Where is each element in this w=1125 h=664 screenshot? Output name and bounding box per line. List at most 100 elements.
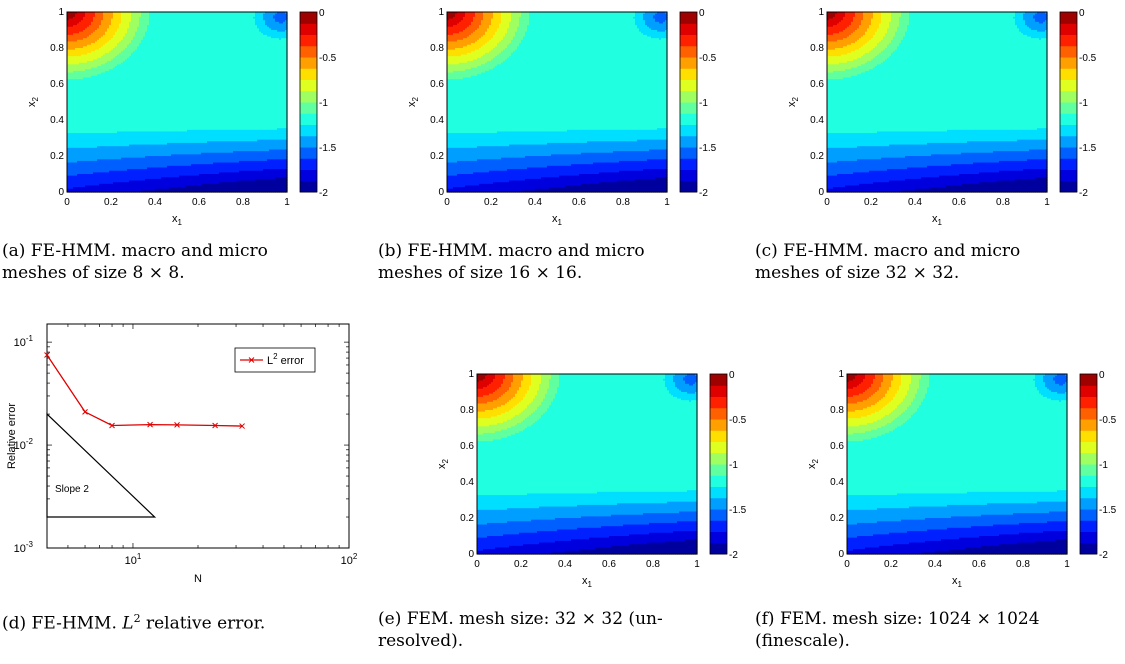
- x-tick-label: 0.2: [864, 197, 878, 208]
- contour-panel-c: 0 0.2 0.4 0.6 0.8 1 0 0.2 0.4 0.6 0.8 1 x1 x2 0 -0.5 -1-…: [760, 0, 1100, 225]
- caption-a-line2: meshes of size 8 × 8.: [2, 262, 268, 284]
- y-tick-label: 0.2: [430, 151, 444, 162]
- y-tick-label: 0.4: [50, 115, 64, 126]
- contour-panel-e: 0 0.2 0.4 0.6 0.8 1 0 0.2 0.4 0.6 0.8 1 x1 x2 0 -0.5 -1-…: [410, 362, 750, 587]
- y-tick-label: 0.8: [810, 43, 824, 54]
- colorbar-tick-label: -1.5: [1099, 505, 1117, 516]
- contour-plot-c: [827, 12, 1048, 193]
- y-tick-label: 0.4: [830, 477, 844, 488]
- x-tick-label: 0: [64, 197, 70, 208]
- y-tick-label: 0: [818, 187, 824, 198]
- x-tick-label: 0.8: [236, 197, 250, 208]
- caption-f-line2: (finescale).: [755, 630, 1040, 652]
- x-tick-label: 0.2: [884, 559, 898, 570]
- colorbar-tick-label: -2: [699, 188, 708, 199]
- colorbar-tick-label: 0: [1099, 370, 1105, 381]
- contour-plot-a: [67, 12, 288, 193]
- contour-plot-e: [477, 374, 698, 555]
- x-axis-label: x1: [172, 213, 183, 225]
- error-panel-d: 101 102 10-1 10-2 10-3 N Relative error Slope 2…: [0, 310, 360, 590]
- contour-svg-c: 0 0.2 0.4 0.6 0.8 100.20.40.60.81x1x20-0.5-1-…: [760, 0, 1100, 225]
- colorbar-tick-label: 0: [319, 8, 325, 19]
- colorbar-tick-label: -1: [319, 98, 328, 109]
- x-tick-label: 0.4: [528, 197, 542, 208]
- caption-a: (a) FE-HMM. macro and micro meshes of si…: [2, 240, 268, 284]
- y-tick-label: 0: [468, 549, 474, 560]
- y-tick-label: 0.8: [50, 43, 64, 54]
- x-tick-label: 0: [474, 559, 480, 570]
- y-tick-label: 1: [818, 7, 824, 18]
- colorbar-c: [1060, 12, 1077, 193]
- y-axis-label: x2: [436, 458, 450, 469]
- x-tick-label: 101: [125, 552, 142, 567]
- contour-svg-a: 0 0.2 0.4 0.6 0.8 100.20.40.60.81x1x20-0.5-1-…: [0, 0, 340, 225]
- caption-a-line1: (a) FE-HMM. macro and micro: [2, 240, 268, 262]
- y-axis-label: x2: [786, 96, 800, 107]
- x-tick-label: 0.6: [952, 197, 966, 208]
- y-tick-label: 0.8: [430, 43, 444, 54]
- contour-svg-e: 0 0.2 0.4 0.6 0.8 100.20.40.60.81x1x20-0.5-1-…: [410, 362, 750, 587]
- x-tick-label: 0: [844, 559, 850, 570]
- x-axis-label: x1: [552, 213, 563, 225]
- colorbar-tick-label: -2: [319, 188, 328, 199]
- colorbar-tick-label: -0.5: [699, 53, 717, 64]
- colorbar-tick-label: -0.5: [729, 415, 747, 426]
- x-tick-label: 0.2: [484, 197, 498, 208]
- slope-label: Slope 2: [55, 484, 89, 495]
- y-tick-label: 0.6: [830, 441, 844, 452]
- colorbar-tick-label: -1.5: [699, 143, 717, 154]
- x-tick-label: 0.2: [104, 197, 118, 208]
- contour-plot-b: [447, 12, 668, 193]
- x-tick-label: 0.4: [928, 559, 942, 570]
- x-tick-label: 1: [664, 197, 670, 208]
- y-tick-label: 0.8: [460, 405, 474, 416]
- colorbar-tick-label: -1: [1099, 460, 1108, 471]
- contour-panel-a: 0 0.2 0.4 0.6 0.8 1 0 0.2 0.4 0.6 0.8 1 x1 x2 0 -0.5 -1-…: [0, 0, 340, 225]
- y-tick-label: 0.4: [460, 477, 474, 488]
- contour-plot-f: [847, 374, 1068, 555]
- y-tick-label: 10-3: [14, 540, 34, 555]
- caption-b-line1: (b) FE-HMM. macro and micro: [378, 240, 645, 262]
- caption-d: (d) FE-HMM. L2 relative error.: [2, 608, 265, 635]
- colorbar-tick-label: -2: [1099, 550, 1108, 561]
- x-tick-label: 0.2: [514, 559, 528, 570]
- contour-panel-f: 0 0.2 0.4 0.6 0.8 1 0 0.2 0.4 0.6 0.8 1 x1 x2 0 -0.5 -1-…: [780, 362, 1120, 587]
- colorbar-e: [710, 374, 727, 555]
- x-tick-label: 0.4: [558, 559, 572, 570]
- legend: L2 error: [235, 348, 315, 372]
- colorbar-tick-label: 0: [699, 8, 705, 19]
- y-tick-label: 0: [838, 549, 844, 560]
- colorbar-tick-label: -2: [1079, 188, 1088, 199]
- colorbar-tick-label: -1: [1079, 98, 1088, 109]
- y-tick-label: 0.6: [460, 441, 474, 452]
- x-tick-label: 1: [284, 197, 290, 208]
- y-tick-label: 0.6: [810, 79, 824, 90]
- colorbar-a: [300, 12, 317, 193]
- y-axis-label: x2: [26, 96, 40, 107]
- x-tick-label: 1: [1064, 559, 1070, 570]
- colorbar-tick-label: -0.5: [319, 53, 337, 64]
- x-tick-label: 0.8: [646, 559, 660, 570]
- colorbar-tick-label: 0: [1079, 8, 1085, 19]
- y-tick-label: 10-1: [14, 334, 34, 349]
- caption-c-line2: meshes of size 32 × 32.: [755, 262, 1020, 284]
- x-tick-label: 0.4: [148, 197, 162, 208]
- colorbar-tick-label: -1: [729, 460, 738, 471]
- y-axis-label: Relative error: [6, 403, 18, 469]
- y-tick-label: 1: [438, 7, 444, 18]
- x-tick-label: 1: [694, 559, 700, 570]
- x-axis-label: N: [194, 573, 202, 585]
- x-tick-label: 0.8: [996, 197, 1010, 208]
- x-tick-label: 0.6: [192, 197, 206, 208]
- x-axis-label: x1: [582, 575, 593, 587]
- y-tick-label: 0.4: [430, 115, 444, 126]
- y-tick-label: 0.2: [810, 151, 824, 162]
- x-axis-label: x1: [952, 575, 963, 587]
- y-tick-label: 0: [58, 187, 64, 198]
- y-tick-label: 1: [58, 7, 64, 18]
- x-tick-label: 0.6: [972, 559, 986, 570]
- x-tick-label: 0.6: [602, 559, 616, 570]
- y-tick-label: 0.2: [50, 151, 64, 162]
- y-tick-label: 1: [838, 369, 844, 380]
